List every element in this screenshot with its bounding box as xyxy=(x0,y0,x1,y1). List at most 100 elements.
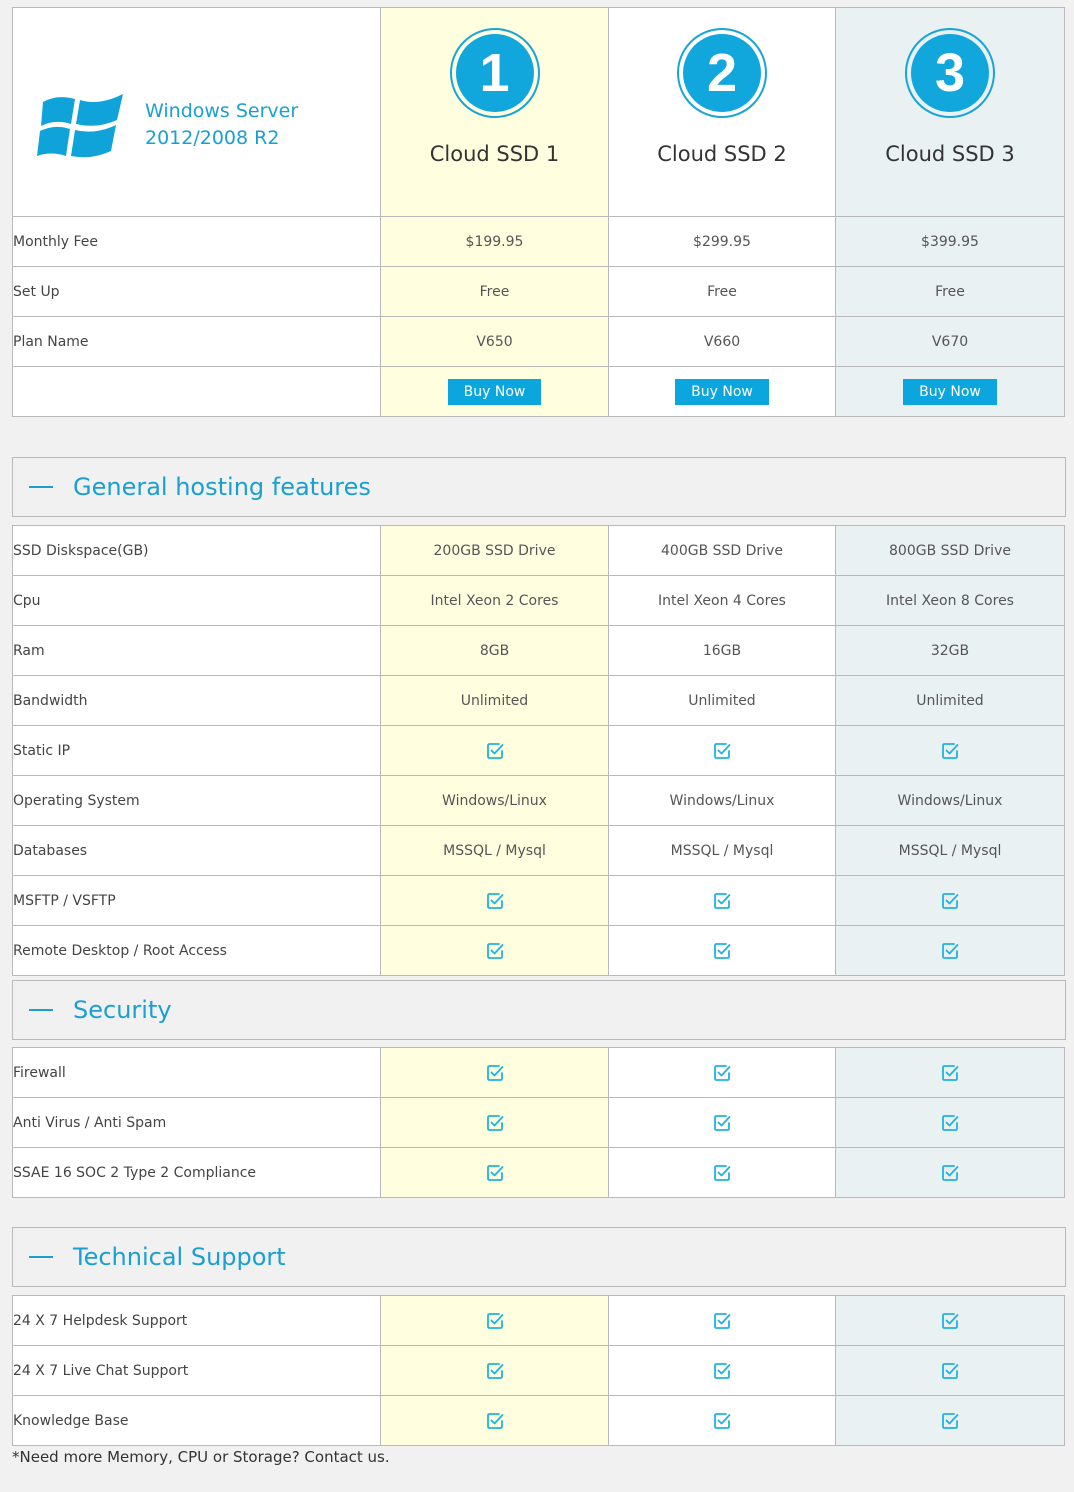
feature-check-cell xyxy=(380,725,609,776)
section-title: Technical Support xyxy=(73,1243,286,1271)
checkbox-checked-icon xyxy=(941,892,959,909)
feature-row: Databases MSSQL / Mysql MSSQL / Mysql MSSQL… xyxy=(12,825,1065,876)
feature-check-cell xyxy=(835,1295,1065,1346)
os-title-line1: Windows Server xyxy=(145,100,299,122)
setup-value: Free xyxy=(608,266,836,317)
feature-value: 400GB SSD Drive xyxy=(608,525,836,576)
feature-check-cell xyxy=(608,1097,836,1148)
feature-row: 24 X 7 Live Chat Support xyxy=(12,1345,1065,1396)
checkbox-checked-icon xyxy=(713,1312,731,1329)
checkbox-checked-icon xyxy=(713,892,731,909)
price-value: $299.95 xyxy=(608,216,836,267)
price-value: $199.95 xyxy=(380,216,609,267)
feature-value: 32GB xyxy=(835,625,1065,676)
checkbox-checked-icon xyxy=(941,942,959,959)
feature-label: Ram xyxy=(12,625,381,676)
plan-number-badge: 1 xyxy=(449,28,540,118)
plan-header-3: 3 Cloud SSD 3 xyxy=(835,7,1065,217)
section-header-security[interactable]: Security xyxy=(12,980,1066,1040)
feature-label: Static IP xyxy=(12,725,381,776)
feature-value: MSSQL / Mysql xyxy=(380,825,609,876)
feature-check-cell xyxy=(608,925,836,976)
checkbox-checked-icon xyxy=(713,1412,731,1429)
row-label: Monthly Fee xyxy=(12,216,381,267)
plan-header-1: 1 Cloud SSD 1 xyxy=(380,7,609,217)
buy-cell: Buy Now xyxy=(608,366,836,417)
checkbox-checked-icon xyxy=(713,1114,731,1131)
feature-value: 800GB SSD Drive xyxy=(835,525,1065,576)
feature-value: Intel Xeon 8 Cores xyxy=(835,575,1065,626)
checkbox-checked-icon xyxy=(486,1064,504,1081)
checkbox-checked-icon xyxy=(941,1362,959,1379)
checkbox-checked-icon xyxy=(713,742,731,759)
feature-value: Windows/Linux xyxy=(835,775,1065,826)
feature-value: 8GB xyxy=(380,625,609,676)
plan-header-table: Windows Server 2012/2008 R2 1 Cloud SSD … xyxy=(12,7,1065,417)
plan-title: Cloud SSD 1 xyxy=(429,142,560,166)
plan-code: V670 xyxy=(835,316,1065,367)
collapse-icon[interactable] xyxy=(29,486,53,488)
feature-label: Remote Desktop / Root Access xyxy=(12,925,381,976)
feature-label: SSD Diskspace(GB) xyxy=(12,525,381,576)
feature-check-cell xyxy=(835,1047,1065,1098)
row-label: Set Up xyxy=(12,266,381,317)
collapse-icon[interactable] xyxy=(29,1256,53,1258)
os-title: Windows Server 2012/2008 R2 xyxy=(145,98,298,152)
feature-check-cell xyxy=(608,1147,836,1198)
plan-code: V660 xyxy=(608,316,836,367)
os-title-line2: 2012/2008 R2 xyxy=(145,127,280,149)
feature-check-cell xyxy=(380,1047,609,1098)
plan-code: V650 xyxy=(380,316,609,367)
feature-row: Knowledge Base xyxy=(12,1395,1065,1446)
plan-header-2: 2 Cloud SSD 2 xyxy=(608,7,836,217)
checkbox-checked-icon xyxy=(713,1064,731,1081)
checkbox-checked-icon xyxy=(713,1164,731,1181)
buy-now-button-1[interactable]: Buy Now xyxy=(447,378,542,405)
plan-number-badge: 2 xyxy=(677,28,767,118)
buy-now-button-3[interactable]: Buy Now xyxy=(903,378,997,405)
checkbox-checked-icon xyxy=(486,1312,504,1329)
checkbox-checked-icon xyxy=(941,742,959,759)
feature-label: SSAE 16 SOC 2 Type 2 Compliance xyxy=(12,1147,381,1198)
checkbox-checked-icon xyxy=(713,1362,731,1379)
feature-row: SSD Diskspace(GB) 200GB SSD Drive 400GB SS… xyxy=(12,525,1065,576)
checkbox-checked-icon xyxy=(941,1114,959,1131)
section-header-general[interactable]: General hosting features xyxy=(12,457,1066,517)
feature-label: Cpu xyxy=(12,575,381,626)
feature-row: SSAE 16 SOC 2 Type 2 Compliance xyxy=(12,1147,1065,1198)
feature-row: Remote Desktop / Root Access xyxy=(12,925,1065,976)
feature-value: Unlimited xyxy=(380,675,609,726)
feature-value: Windows/Linux xyxy=(380,775,609,826)
feature-check-cell xyxy=(380,1345,609,1396)
feature-check-cell xyxy=(380,1147,609,1198)
buy-cell: Buy Now xyxy=(835,366,1065,417)
feature-row: Operating System Windows/Linux Windows/Lin… xyxy=(12,775,1065,826)
feature-check-cell xyxy=(835,1345,1065,1396)
feature-row: MSFTP / VSFTP xyxy=(12,875,1065,926)
collapse-icon[interactable] xyxy=(29,1009,53,1011)
feature-check-cell xyxy=(608,1295,836,1346)
feature-check-cell xyxy=(608,1047,836,1098)
feature-value: MSSQL / Mysql xyxy=(608,825,836,876)
checkbox-checked-icon xyxy=(486,1412,504,1429)
os-logo-cell: Windows Server 2012/2008 R2 xyxy=(12,7,381,217)
feature-label: Databases xyxy=(12,825,381,876)
section-header-support[interactable]: Technical Support xyxy=(12,1227,1066,1287)
price-value: $399.95 xyxy=(835,216,1065,267)
checkbox-checked-icon xyxy=(486,742,504,759)
feature-value: MSSQL / Mysql xyxy=(835,825,1065,876)
checkbox-checked-icon xyxy=(486,942,504,959)
feature-value: Intel Xeon 2 Cores xyxy=(380,575,609,626)
feature-check-cell xyxy=(835,1147,1065,1198)
setup-value: Free xyxy=(380,266,609,317)
checkbox-checked-icon xyxy=(941,1064,959,1081)
feature-row: Anti Virus / Anti Spam xyxy=(12,1097,1065,1148)
feature-check-cell xyxy=(608,875,836,926)
buy-now-button-2[interactable]: Buy Now xyxy=(675,378,769,405)
feature-check-cell xyxy=(608,1395,836,1446)
feature-value: Intel Xeon 4 Cores xyxy=(608,575,836,626)
feature-label: 24 X 7 Live Chat Support xyxy=(12,1345,381,1396)
feature-row: Static IP xyxy=(12,725,1065,776)
feature-label: 24 X 7 Helpdesk Support xyxy=(12,1295,381,1346)
